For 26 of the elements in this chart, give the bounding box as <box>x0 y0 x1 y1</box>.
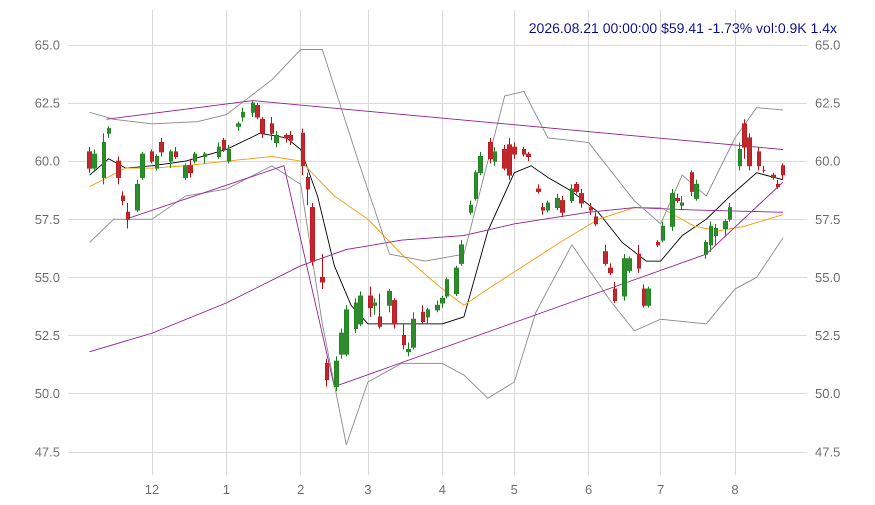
y-tick-label: 47.5 <box>34 444 60 460</box>
y2-tick-label: 60.0 <box>815 154 840 169</box>
y-tick-label: 62.5 <box>34 96 60 110</box>
y-tick-label: 60.0 <box>34 154 60 169</box>
x-tick-label: 4 <box>438 482 446 497</box>
y2-tick-label: 55.0 <box>815 270 840 285</box>
x-tick-label: 1 <box>222 482 230 497</box>
y2-tick-label: 47.5 <box>815 444 840 460</box>
x-tick-label: 6 <box>585 482 592 497</box>
x-tick-label: 7 <box>657 482 664 497</box>
y-tick-label: 65.0 <box>34 37 60 52</box>
y2-tick-label: 57.5 <box>815 212 840 227</box>
y2-tick-label: 62.5 <box>815 96 840 110</box>
y-tick-label: 52.5 <box>34 328 60 343</box>
x-tick-label: 8 <box>731 482 739 497</box>
text: 2026.08.21 00:00:00 $59.41 -1.73% vol:0.9K 1.4x <box>528 20 838 36</box>
y2-tick-label: 50.0 <box>815 386 840 402</box>
x-tick-label: 3 <box>364 482 372 497</box>
y-tick-label: 57.5 <box>34 212 60 227</box>
y2-tick-label: 52.5 <box>815 328 840 343</box>
y2-tick-label: 65.0 <box>815 37 840 52</box>
x-tick-label: 2 <box>297 482 304 497</box>
y-tick-label: 50.0 <box>34 386 60 402</box>
x-tick-label: 12 <box>144 482 160 497</box>
x-tick-label: 5 <box>510 482 518 497</box>
y-tick-label: 55.0 <box>34 270 60 285</box>
